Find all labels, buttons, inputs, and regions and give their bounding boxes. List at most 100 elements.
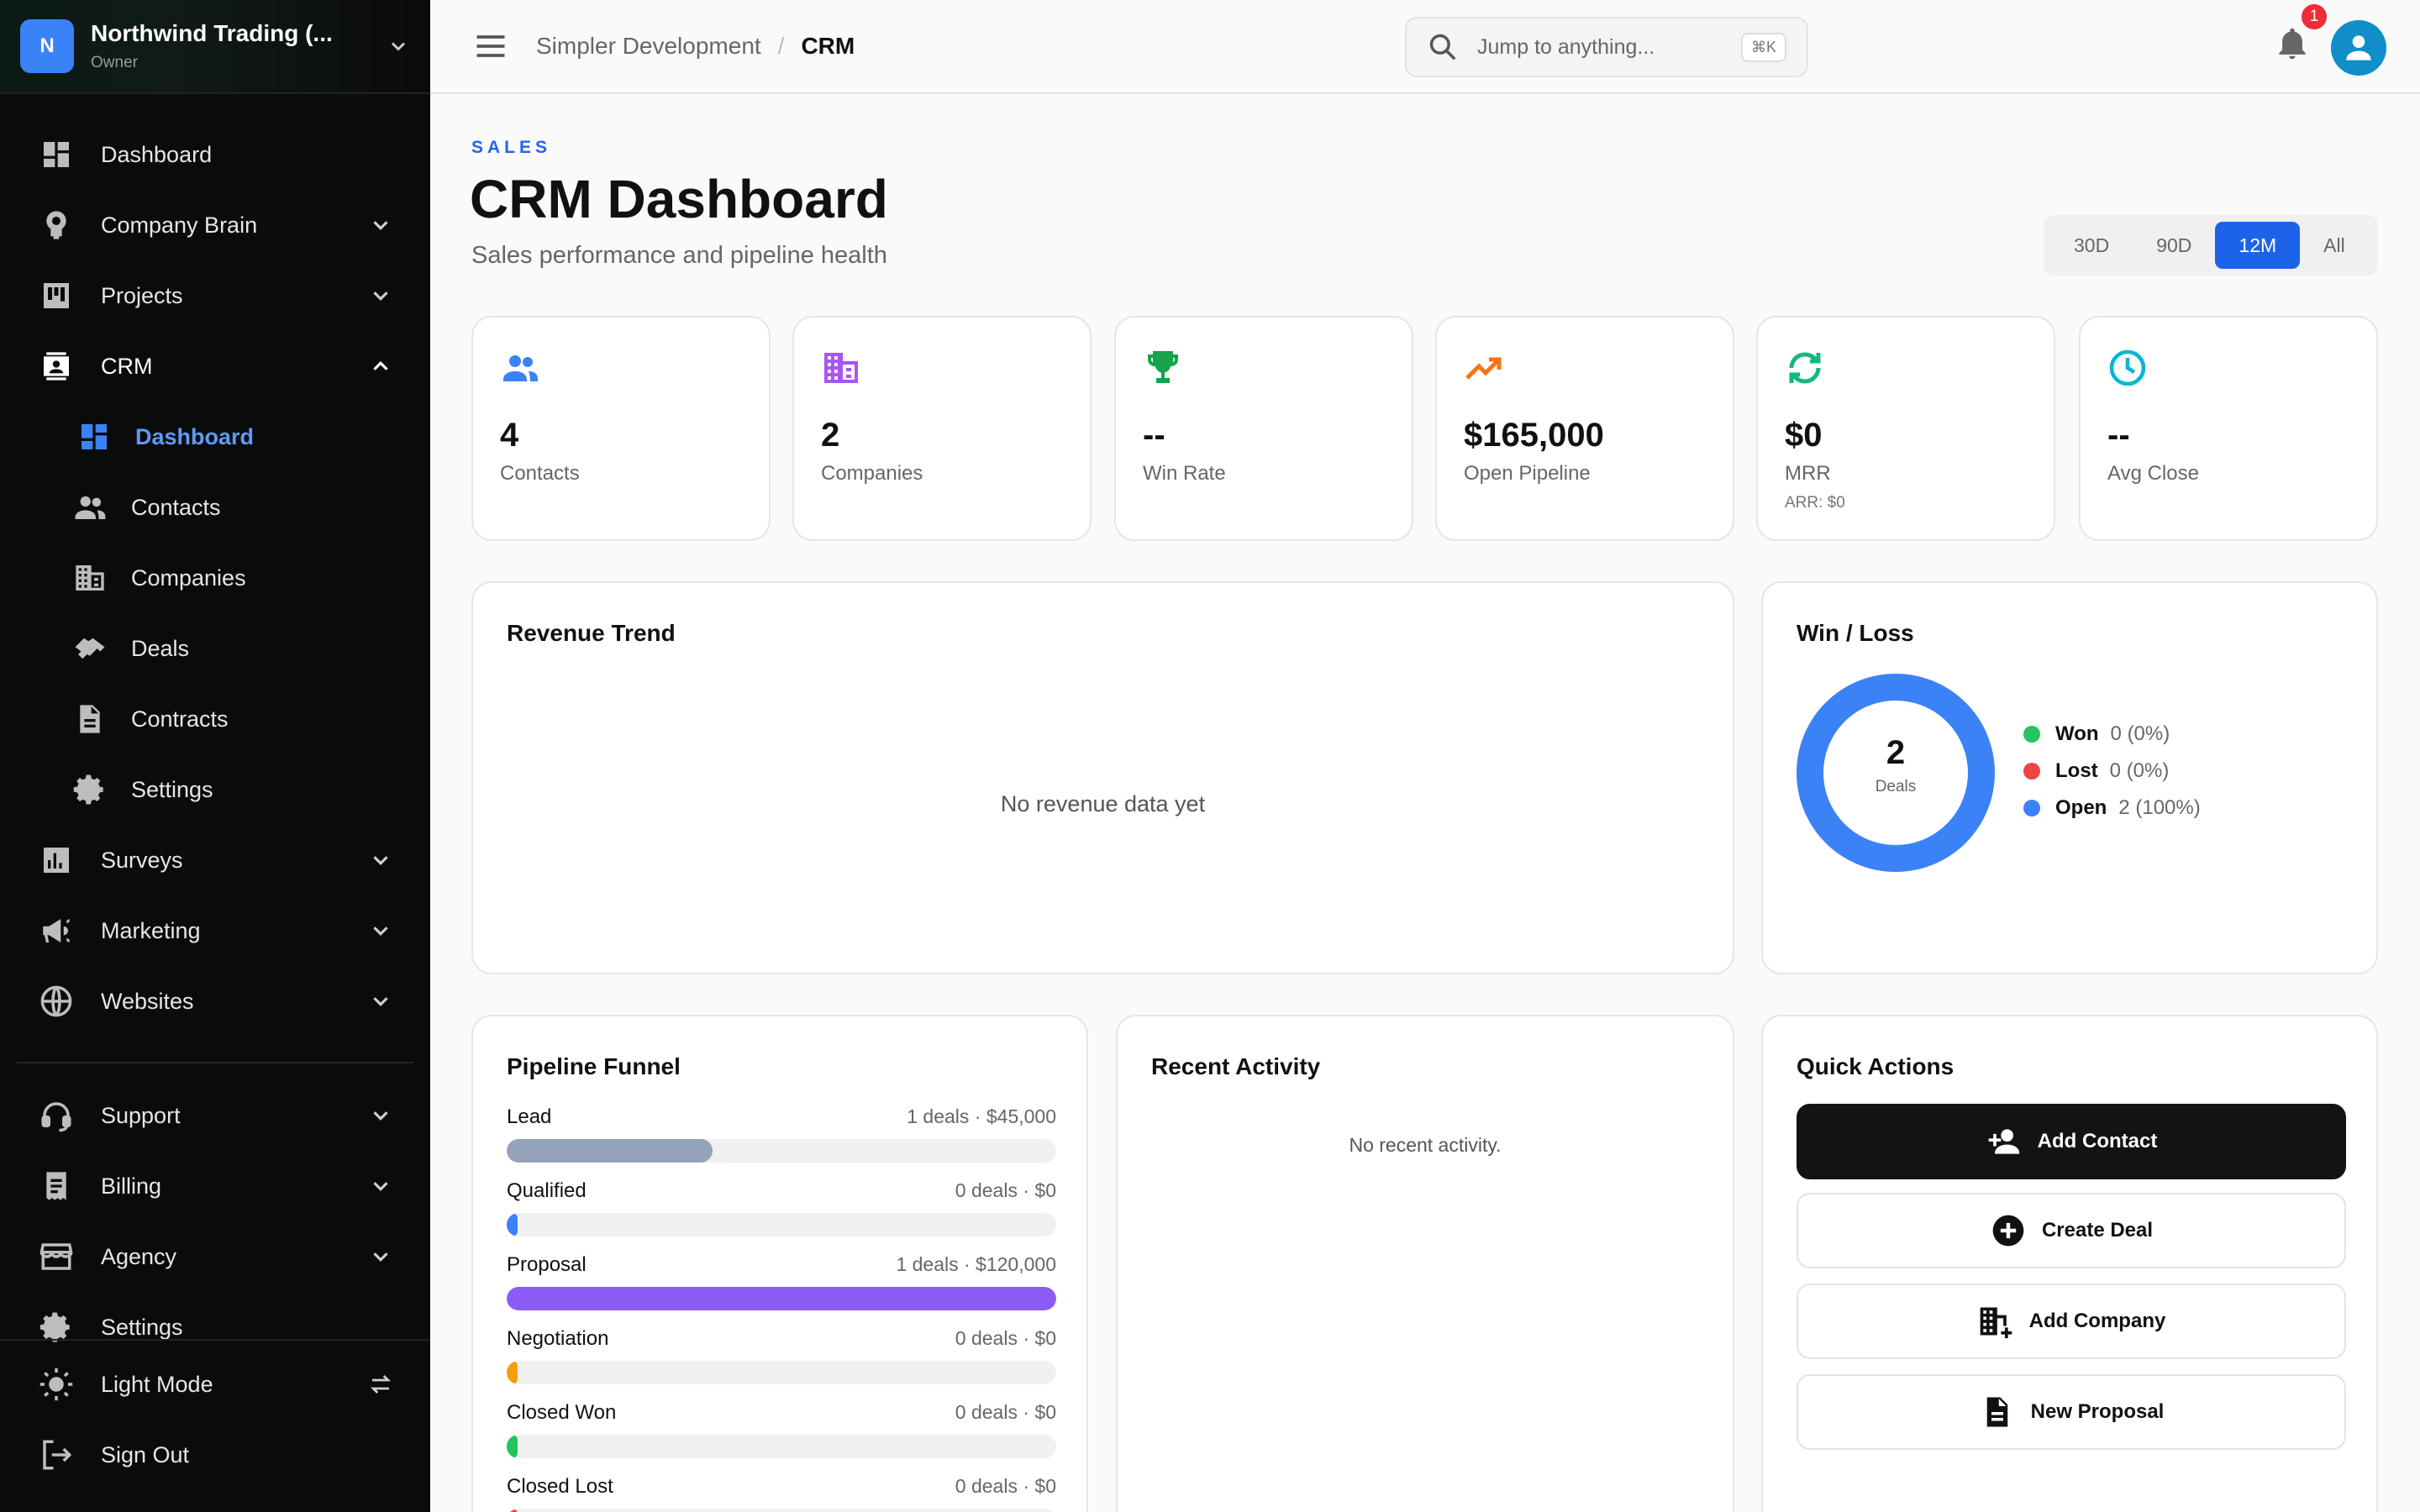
stat-value: $0 [1785,417,1823,454]
card-title: Recent Activity [1151,1053,1321,1079]
legend-name: Lost [2055,759,2098,782]
stage-track [507,1139,1056,1163]
new-proposal-button[interactable]: New Proposal [1797,1374,2346,1450]
sidebar-item-crm[interactable]: CRM [0,331,430,402]
sidebar-item-contacts[interactable]: Contacts [0,472,430,543]
sidebar-item-agency[interactable]: Agency [0,1221,430,1292]
sidebar-item-surveys[interactable]: Surveys [0,825,430,895]
hamburger-menu-icon[interactable] [472,28,509,65]
storefront-icon [39,1239,74,1274]
breadcrumb-separator: / [777,33,785,59]
breadcrumb-workspace[interactable]: Simpler Development [536,33,761,59]
sidebar-item-deals[interactable]: Deals [0,613,430,684]
button-label: New Proposal [2030,1400,2165,1423]
donut-segment-open [1797,674,1995,872]
stat-value: $165,000 [1464,417,1604,454]
stage-name: Qualified [507,1179,587,1202]
page-subtitle: Sales performance and pipeline health [471,242,887,269]
sidebar-item-support[interactable]: Support [0,1080,430,1151]
top-bar: Simpler Development / CRM [430,0,2420,94]
stat-card-mrr[interactable]: $0 MRR ARR: $0 [1756,316,2055,541]
stat-card-companies[interactable]: 2 Companies [792,316,1092,541]
gear-icon [39,1310,74,1345]
sidebar-item-company-brain[interactable]: Company Brain [0,190,430,260]
sidebar-item-websites[interactable]: Websites [0,966,430,1037]
sidebar-item-dashboard[interactable]: Dashboard [0,119,430,190]
sidebar-item-contracts[interactable]: Contracts [0,684,430,754]
stat-card-open-pipeline[interactable]: $165,000 Open Pipeline [1435,316,1734,541]
org-avatar: N [20,19,74,73]
gear-icon [72,772,108,807]
stage-bar [507,1213,518,1236]
sun-icon [39,1367,74,1402]
chevron-down-icon [373,1182,388,1191]
date-range-selector: 30D 90D 12M All [2044,215,2378,276]
sign-out-button[interactable]: Sign Out [0,1420,430,1490]
sidebar-item-label: Contacts [131,494,221,520]
user-avatar[interactable] [2331,20,2386,76]
win-loss-donut [1797,674,1995,872]
trending-up-icon [1465,357,1502,380]
sidebar-item-companies[interactable]: Companies [0,543,430,613]
stat-label: MRR [1785,462,1831,485]
stage-bar [507,1435,518,1458]
document-icon [1979,1394,2016,1431]
contact-card-icon [39,349,74,384]
donut-total: 2 [1886,734,1906,771]
sidebar-item-label: Companies [131,564,246,591]
sidebar-item-marketing[interactable]: Marketing [0,895,430,966]
empty-state: No recent activity. [1349,1134,1502,1156]
light-mode-toggle[interactable]: Light Mode [0,1349,430,1420]
org-switcher[interactable]: N Northwind Trading (... Owner [0,0,430,94]
global-search[interactable]: Jump to anything... ⌘K [1405,17,1808,77]
stage-summary: 0 deals · $0 [955,1179,1056,1201]
range-30d[interactable]: 30D [2074,234,2110,256]
sidebar-item-projects[interactable]: Projects [0,260,430,331]
chevron-down-icon [373,856,388,865]
range-12m[interactable]: 12M [2215,222,2301,269]
legend-open: Open 2 (100%) [2023,796,2201,820]
stat-card-contacts[interactable]: 4 Contacts [471,316,771,541]
brain-icon [39,207,74,243]
sidebar-item-label: Projects [101,282,183,308]
sidebar-item-crm-dashboard[interactable]: Dashboard [0,402,430,472]
add-company-button[interactable]: Add Company [1797,1284,2346,1359]
range-90d[interactable]: 90D [2156,234,2192,256]
sidebar-item-label: CRM [101,353,153,379]
stage-name: Closed Won [507,1401,617,1424]
legend-lost: Lost 0 (0%) [2023,759,2169,783]
stat-label: Contacts [500,462,580,485]
stage-bar [507,1361,518,1384]
bell-icon[interactable] [2274,24,2311,64]
empty-state: No revenue data yet [1000,791,1206,816]
range-all[interactable]: All [2323,234,2345,256]
sidebar-item-settings[interactable]: Settings [0,1292,430,1362]
sidebar-item-label: Marketing [101,917,201,943]
document-icon [72,701,108,737]
sidebar-divider [17,1062,413,1063]
sidebar-item-label: Agency [101,1243,177,1269]
card-title: Revenue Trend [507,620,676,646]
legend-dot [2023,800,2040,816]
refresh-icon [1789,352,1821,384]
stat-card-avg-close[interactable]: -- Avg Close [2079,316,2378,541]
create-deal-button[interactable]: Create Deal [1797,1193,2346,1268]
chevron-down-icon [373,997,388,1006]
card-title: Pipeline Funnel [507,1053,681,1079]
stage-track [507,1435,1056,1458]
legend-dot [2023,763,2040,780]
add-contact-button[interactable]: Add Contact [1797,1104,2346,1179]
legend-value: 0 (0%) [2109,759,2170,782]
legend-value: 2 (100%) [2118,796,2201,819]
button-label: Add Company [2028,1310,2166,1332]
globe-icon [39,984,74,1019]
stat-card-win-rate[interactable]: -- Win Rate [1114,316,1413,541]
kanban-icon [39,278,74,313]
stat-value: 4 [500,417,519,454]
people-icon [72,490,108,525]
legend-won: Won 0 (0%) [2023,722,2170,746]
stat-extra: ARR: $0 [1785,494,1845,512]
sidebar-item-crm-settings[interactable]: Settings [0,754,430,825]
stage-name: Lead [507,1105,552,1128]
sidebar-item-billing[interactable]: Billing [0,1151,430,1221]
